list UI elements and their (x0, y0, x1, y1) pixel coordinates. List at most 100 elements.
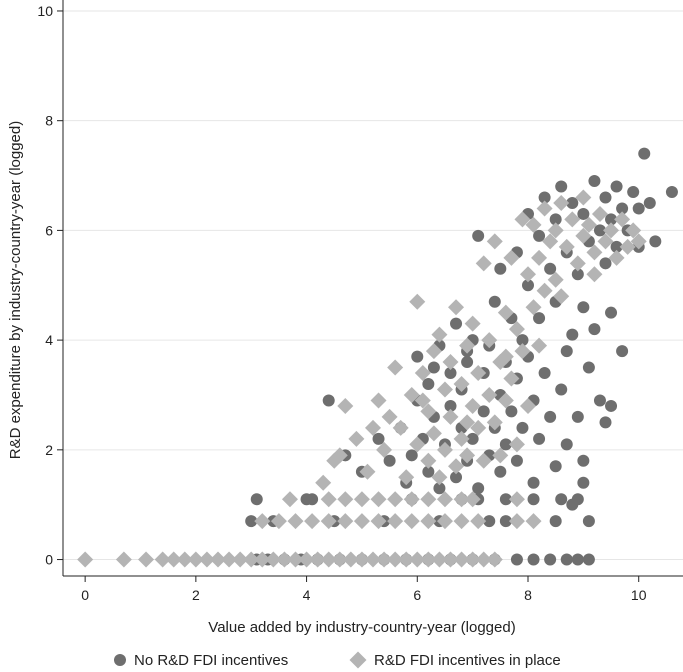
point-incentives (514, 211, 531, 228)
point-incentives (525, 216, 542, 233)
x-tick-label-6: 6 (413, 587, 421, 603)
point-no-incentives (566, 328, 579, 341)
point-incentives (597, 233, 614, 250)
point-incentives (431, 551, 448, 568)
point-incentives (353, 513, 370, 530)
series-incentives (77, 189, 647, 568)
point-no-incentives (538, 191, 551, 204)
point-no-incentives (555, 180, 568, 193)
point-incentives (553, 288, 570, 305)
point-incentives (210, 551, 226, 568)
tick-labels: 0 2 4 6 8 10 0 2 4 6 8 10 (37, 3, 646, 603)
point-incentives (436, 441, 453, 458)
point-incentives (370, 491, 387, 508)
point-incentives (398, 469, 415, 486)
point-incentives (353, 551, 370, 568)
point-incentives (508, 436, 525, 453)
point-no-incentives (643, 196, 656, 209)
point-incentives (531, 249, 548, 266)
legend-marker-incentives (349, 651, 367, 669)
point-incentives (525, 299, 542, 316)
point-incentives (315, 474, 332, 491)
x-tick-label-8: 8 (524, 587, 532, 603)
point-no-incentives (477, 405, 490, 418)
point-no-incentives (245, 515, 258, 528)
point-no-incentives (588, 175, 601, 188)
point-no-incentives (627, 186, 640, 198)
y-tick-label-4: 4 (45, 332, 53, 348)
point-incentives (470, 513, 487, 530)
point-no-incentives (638, 147, 651, 160)
point-incentives (348, 430, 365, 447)
point-incentives (320, 491, 337, 508)
point-no-incentives (582, 515, 595, 528)
point-no-incentives (616, 202, 629, 215)
point-incentives (403, 491, 420, 508)
point-incentives (470, 419, 487, 436)
y-axis-title: R&D expenditure by industry-country-year… (7, 121, 24, 460)
point-no-incentives (450, 317, 463, 330)
point-no-incentives (433, 482, 446, 495)
point-no-incentives (533, 312, 546, 325)
point-incentives (221, 551, 238, 568)
y-tick-label-6: 6 (45, 222, 53, 238)
point-no-incentives (599, 416, 612, 429)
point-no-incentives (577, 454, 590, 467)
point-no-incentives (472, 482, 485, 495)
point-incentives (547, 271, 564, 288)
point-incentives (603, 222, 620, 239)
point-incentives (342, 551, 359, 568)
point-incentives (448, 458, 465, 475)
point-incentives (497, 304, 514, 321)
legend-label-no-incentives: No R&D FDI incentives (134, 652, 288, 669)
point-incentives (520, 266, 536, 283)
point-incentives (270, 513, 287, 530)
point-incentives (442, 354, 459, 371)
point-incentives (403, 513, 420, 530)
point-incentives (475, 255, 492, 272)
point-no-incentives (566, 196, 579, 209)
point-incentives (431, 469, 448, 486)
point-no-incentives (322, 394, 335, 407)
x-tick-label-2: 2 (192, 587, 200, 603)
point-incentives (464, 315, 481, 332)
point-incentives (265, 551, 282, 568)
point-incentives (387, 513, 404, 530)
point-no-incentives (533, 432, 546, 445)
point-incentives (392, 419, 409, 436)
point-no-incentives (427, 361, 440, 374)
point-incentives (625, 222, 642, 239)
point-incentives (508, 513, 525, 530)
x-tick-label-10: 10 (631, 587, 647, 603)
point-no-incentives (610, 180, 623, 193)
point-incentives (243, 551, 260, 568)
point-no-incentives (527, 493, 540, 506)
point-incentives (520, 397, 536, 414)
point-incentives (309, 551, 326, 568)
point-incentives (580, 216, 597, 233)
point-no-incentives (250, 493, 263, 506)
point-incentives (320, 513, 337, 530)
point-incentives (414, 365, 431, 382)
point-incentives (165, 551, 182, 568)
point-incentives (331, 447, 348, 464)
point-no-incentives (549, 515, 562, 528)
point-incentives (387, 491, 404, 508)
point-incentives (536, 200, 553, 217)
x-tick-label-0: 0 (81, 587, 89, 603)
point-no-incentives (571, 553, 584, 566)
point-incentives (176, 551, 193, 568)
point-no-incentives (649, 235, 662, 248)
point-no-incentives (599, 257, 612, 270)
point-incentives (115, 551, 132, 568)
point-no-incentives (544, 262, 557, 275)
point-no-incentives (566, 498, 579, 511)
point-no-incentives (461, 356, 474, 369)
point-incentives (459, 414, 476, 431)
point-no-incentives (571, 268, 584, 281)
point-incentives (569, 255, 586, 272)
point-incentives (365, 551, 381, 568)
point-incentives (420, 491, 437, 508)
point-incentives (287, 551, 304, 568)
gridlines (63, 10, 683, 561)
